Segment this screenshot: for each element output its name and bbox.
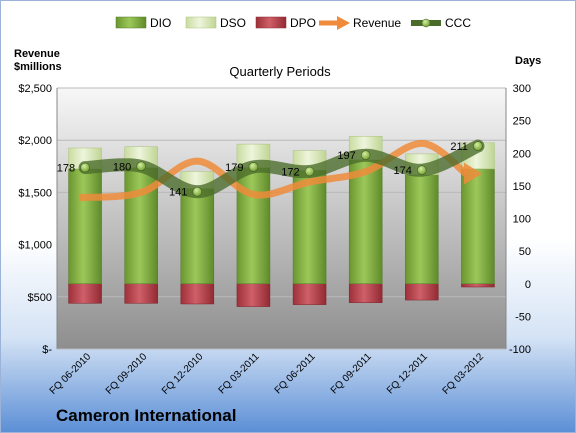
dpo-bar — [236, 283, 271, 307]
dpo-bar — [461, 283, 495, 288]
ccc-point — [473, 141, 483, 151]
right-tick-label: 0 — [525, 279, 531, 291]
x-tick-label: FQ 12-2011 — [385, 351, 430, 396]
x-tick-label: FQ 09-2011 — [329, 351, 374, 396]
dio-bar — [348, 159, 383, 284]
lines — [78, 139, 485, 202]
legend-swatch-dso — [185, 16, 217, 29]
x-tick-label: FQ 12-2010 — [160, 351, 206, 397]
x-tick-label: FQ 09-2010 — [104, 351, 150, 397]
dpo-bar — [124, 283, 158, 304]
left-tick-label: $1,500 — [18, 187, 52, 199]
legend-item-ccc: CCC — [411, 16, 471, 30]
bars — [68, 136, 495, 307]
ccc-data-label: 180 — [113, 161, 131, 173]
right-tick-label: 200 — [513, 148, 531, 160]
ccc-line — [78, 139, 485, 199]
right-tick-label: -50 — [515, 311, 531, 323]
dio-bar — [68, 168, 102, 284]
legend-marker-ccc — [421, 18, 431, 28]
x-tick-label: FQ 03-2011 — [217, 351, 262, 396]
revenue-arrow-icon — [463, 162, 482, 185]
legend-label-ccc: CCC — [445, 16, 471, 30]
legend-label-dio: DIO — [150, 16, 171, 30]
dpo-bar — [405, 283, 439, 301]
ccc-data-label: 141 — [169, 187, 187, 199]
left-tick-label: $1,000 — [18, 240, 52, 252]
left-axis-title-line1: Revenue — [14, 48, 60, 60]
x-tick-label: FQ 03-2012 — [441, 351, 487, 397]
ccc-data-label: 179 — [225, 162, 243, 174]
left-tick-label: $- — [42, 344, 52, 356]
right-tick-label: 250 — [513, 116, 531, 128]
dio-bar — [461, 168, 495, 284]
legend-item-dio: DIO — [115, 16, 171, 30]
ccc-point — [360, 150, 371, 161]
left-tick-label: $500 — [28, 292, 52, 304]
revenue-line — [78, 139, 469, 202]
legend-label-dpo: DPO — [290, 16, 316, 30]
legend: DIO DSO DPO Revenue CCC — [115, 16, 471, 30]
x-tick-label: FQ 06-2010 — [48, 351, 94, 397]
ccc-point — [304, 166, 315, 177]
right-tick-label: 50 — [519, 246, 531, 258]
dpo-bar — [68, 283, 102, 304]
ccc-point — [192, 186, 203, 197]
ccc-point — [80, 162, 90, 173]
ccc-data-label: 197 — [337, 150, 355, 162]
left-tick-label: $2,500 — [18, 83, 52, 95]
left-axis-ticks: $- $500 $1,000 $1,500 $2,000 $2,500 — [18, 83, 52, 356]
dpo-bar — [292, 283, 327, 305]
ccc-data-label: 172 — [281, 167, 299, 179]
ccc-point — [248, 162, 259, 172]
ccc-data-label: 211 — [450, 141, 468, 153]
x-tick-label: FQ 06-2011 — [273, 351, 318, 396]
data-labels: 178 180 141 179 172 197 174 211 — [57, 141, 468, 199]
right-tick-label: 100 — [513, 214, 531, 226]
arrow-icon — [337, 16, 350, 30]
right-axis-title: Days — [515, 55, 541, 67]
legend-item-dso: DSO — [185, 16, 246, 30]
plot-area — [57, 88, 506, 349]
legend-item-revenue: Revenue — [319, 16, 401, 30]
dpo-bar — [180, 283, 215, 305]
dio-bar — [180, 188, 215, 284]
legend-label-dso: DSO — [220, 16, 246, 30]
legend-swatch-dio — [115, 16, 147, 29]
dio-bar — [405, 174, 439, 284]
ccc-data-label: 178 — [57, 163, 75, 175]
dio-bar — [236, 167, 271, 284]
right-tick-label: -100 — [509, 344, 531, 356]
ccc-point — [417, 165, 427, 176]
right-axis-ticks: -100 -50 0 50 100 150 200 250 300 — [509, 83, 531, 356]
legend-label-revenue: Revenue — [353, 16, 401, 30]
company-name: Cameron International — [56, 406, 236, 425]
left-axis-title-line2: $millions — [14, 61, 62, 73]
right-tick-label: 150 — [513, 181, 531, 193]
left-tick-label: $2,000 — [18, 135, 52, 147]
chart-title: Quarterly Periods — [229, 64, 331, 79]
ccc-point — [136, 161, 146, 172]
x-axis-ticks: FQ 06-2010 FQ 09-2010 FQ 12-2010 FQ 03-2011… — [48, 351, 487, 397]
legend-item-dpo: DPO — [255, 16, 316, 30]
dpo-bar — [348, 283, 383, 303]
right-tick-label: 300 — [513, 83, 531, 95]
ccc-data-label: 174 — [393, 165, 411, 177]
legend-swatch-dpo — [255, 16, 287, 29]
